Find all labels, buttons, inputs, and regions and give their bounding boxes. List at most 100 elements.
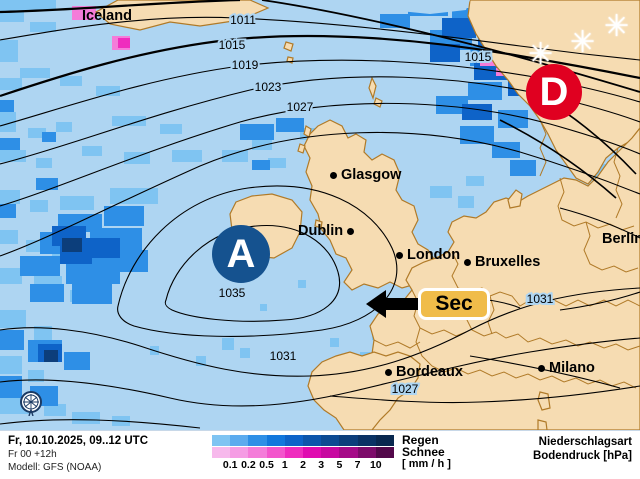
legend-tick: 7 xyxy=(354,459,361,471)
city-name: Berlin xyxy=(602,231,640,247)
footer-bar: Fr, 10.10.2025, 09..12 UTC Fr 00 +12h Mo… xyxy=(0,430,640,479)
isobar-label: 1019 xyxy=(232,58,259,72)
rain-swatch xyxy=(303,435,322,446)
isobar-label-halo: 1015 xyxy=(465,50,492,64)
legend-tick: 3 xyxy=(318,459,325,471)
isobar-label-halo: 1019 xyxy=(232,58,259,72)
city-name: Milano xyxy=(549,360,595,376)
legend-tick: 0.5 xyxy=(259,459,274,471)
isobar-label: 1015 xyxy=(465,50,492,64)
city-label-dublin[interactable]: Dublin xyxy=(298,223,355,239)
snow-swatch xyxy=(303,447,322,458)
isobar-label-halo: 1023 xyxy=(255,80,282,94)
city-name: Bruxelles xyxy=(475,254,541,270)
pressure-marker-depression[interactable]: D xyxy=(526,64,582,120)
surface-pressure-title: Bodendruck [hPa] xyxy=(532,450,632,462)
rain-swatch xyxy=(248,435,267,446)
city-label-berlin[interactable]: Berlin xyxy=(602,231,640,247)
legend-unit-label: [ mm / h ] xyxy=(402,458,451,470)
snow-swatch xyxy=(230,447,249,458)
rain-swatch xyxy=(266,435,285,446)
rain-swatch xyxy=(212,435,231,446)
snow-swatch xyxy=(248,447,267,458)
rain-swatch xyxy=(375,435,395,446)
legend-tick-labels: 0.1 0.2 0.5 1 2 3 5 7 10 xyxy=(212,459,394,473)
isobar-label: 1031 xyxy=(270,349,297,363)
snow-swatch xyxy=(284,447,304,458)
footer-legend-titles: Niederschlagsart Bodendruck [hPa] xyxy=(533,435,632,463)
legend-tick: 5 xyxy=(336,459,343,471)
model-name-label: Modell: GFS (NOAA) xyxy=(8,462,102,473)
city-dot-icon xyxy=(347,227,355,235)
legend-tick: 1 xyxy=(281,459,288,471)
city-label-london[interactable]: London xyxy=(396,247,460,263)
isobar-label: 1023 xyxy=(255,80,282,94)
city-dot-icon xyxy=(396,251,403,259)
isobar-label-group: 1011101110151015101510151019101910231023… xyxy=(217,11,556,398)
rain-swatch xyxy=(357,435,376,446)
isobar-label-halo: 1031 xyxy=(270,349,297,363)
isobar-label-halo: 1027 xyxy=(392,382,419,396)
snowflake-icon: ✳ xyxy=(604,9,630,44)
snow-scale-row: Schnee xyxy=(212,445,452,459)
isobar-label-halo: 1031 xyxy=(527,292,554,306)
city-name: Dublin xyxy=(298,223,344,239)
isobar-label: 1027 xyxy=(392,382,419,396)
rain-swatch xyxy=(230,435,249,446)
snow-swatch xyxy=(321,447,340,458)
legend-tick: 2 xyxy=(300,459,306,471)
city-dot-icon xyxy=(538,364,545,372)
precipitation-legend: Regen Schnee 0.1 0.2 0.5 1 2 3 5 7 10 [ mm / h ] xyxy=(212,433,452,473)
timestamp-label: Fr, 10.10.2025, 09..12 UTC xyxy=(8,435,149,447)
snowflake-icon: ✳ xyxy=(570,25,596,60)
isobar-label: 1027 xyxy=(287,100,314,114)
footer-info-block: Fr, 10.10.2025, 09..12 UTC Fr 00 +12h Mo… xyxy=(8,434,148,474)
legend-tick: 0.1 xyxy=(222,459,238,471)
sec-annotation-box[interactable]: Sec xyxy=(418,288,490,320)
rain-color-scale xyxy=(212,435,395,446)
model-run-label: Fr 00 +12h xyxy=(8,449,57,460)
city-label-iceland[interactable]: Iceland xyxy=(78,8,132,24)
isobar-label: 1035 xyxy=(219,286,246,300)
snow-swatch xyxy=(266,447,285,458)
isobar-label-halo: 1011 xyxy=(230,13,256,27)
snow-swatch xyxy=(375,447,395,458)
isobar-label-halo: 1035 xyxy=(219,286,246,300)
isobar-label: 1031 xyxy=(527,292,554,306)
snow-scale-label: Schnee xyxy=(402,445,445,459)
snow-swatch xyxy=(212,447,231,458)
isobar-label: 1011 xyxy=(230,13,256,27)
snow-swatch xyxy=(339,447,358,458)
city-name: Bordeaux xyxy=(396,364,463,380)
pressure-marker-anticyclone[interactable]: A xyxy=(212,225,270,283)
sec-annotation-label: Sec xyxy=(435,292,473,315)
snow-color-scale xyxy=(212,447,395,458)
rain-swatch xyxy=(284,435,304,446)
isobar-label-halo: 1015 xyxy=(219,38,246,52)
city-label-milano[interactable]: Milano xyxy=(538,360,595,376)
city-label-glasgow[interactable]: Glasgow xyxy=(330,167,401,183)
city-name: Iceland xyxy=(82,8,132,24)
snow-swatch xyxy=(357,447,376,458)
rain-swatch xyxy=(321,435,340,446)
city-dot-icon xyxy=(330,171,337,179)
precip-type-title: Niederschlagsart xyxy=(538,436,632,448)
city-label-bordeaux[interactable]: Bordeaux xyxy=(385,364,463,380)
sec-arrow-icon xyxy=(366,290,424,318)
weather-map[interactable]: 1011 1011 1015 1015 1015 1015 1019 1019 1023 1023… xyxy=(0,0,640,430)
isobar-label-halo: 1027 xyxy=(287,100,314,114)
rain-swatch xyxy=(339,435,358,446)
rain-scale-row: Regen xyxy=(212,433,452,447)
city-name: Glasgow xyxy=(341,167,402,183)
isobar-label: 1015 xyxy=(219,38,246,52)
city-dot-icon xyxy=(464,258,471,266)
snowflake-icon: ✳ xyxy=(528,37,554,72)
city-name: London xyxy=(407,247,461,263)
globe-compass-icon xyxy=(20,391,42,416)
legend-tick: 0.2 xyxy=(241,459,256,471)
isobar-layer xyxy=(0,0,640,429)
city-label-bruxelles[interactable]: Bruxelles xyxy=(464,254,540,270)
rain-scale-label: Regen xyxy=(402,433,439,447)
legend-tick: 10 xyxy=(369,459,382,471)
